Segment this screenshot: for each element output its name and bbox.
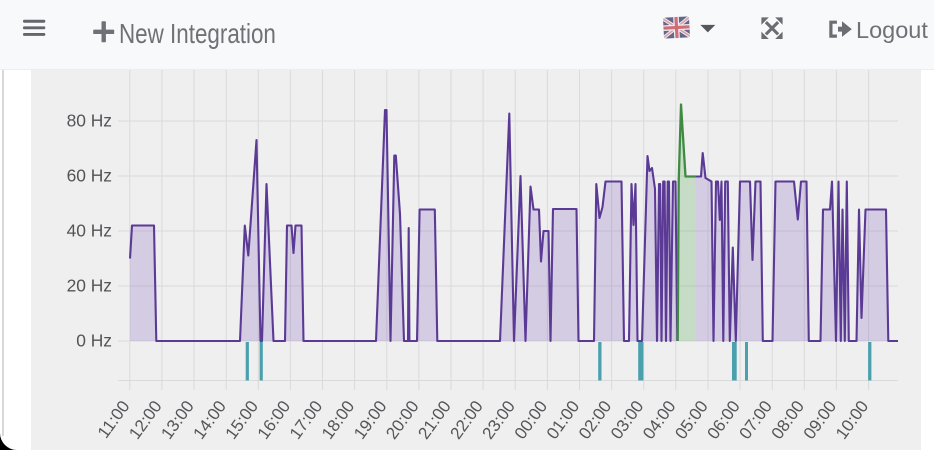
svg-text:80 Hz: 80 Hz — [67, 111, 112, 131]
svg-text:0 Hz: 0 Hz — [76, 331, 112, 351]
svg-text:20 Hz: 20 Hz — [67, 276, 112, 296]
svg-text:40 Hz: 40 Hz — [67, 221, 112, 241]
svg-text:60 Hz: 60 Hz — [67, 166, 112, 186]
